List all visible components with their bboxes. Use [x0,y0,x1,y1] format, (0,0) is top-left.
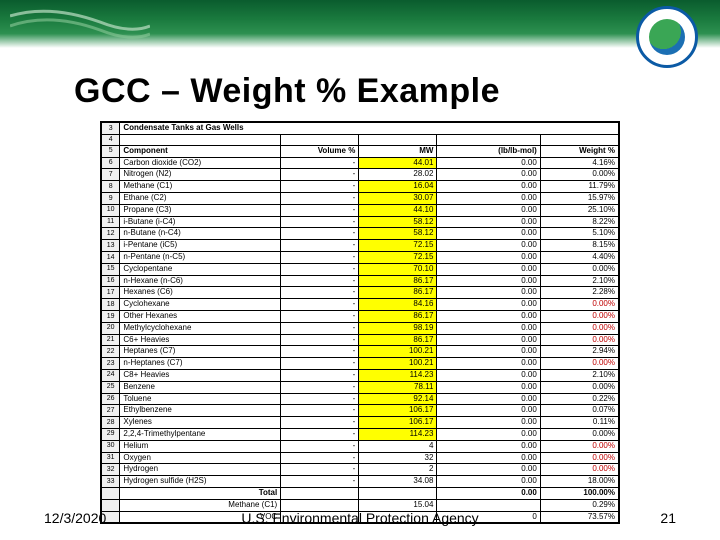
table-section-row: 3 Condensate Tanks at Gas Wells [102,123,619,135]
table-row: 13 i-Pentane (iC5) - 72.15 0.00 8.15% [102,240,619,252]
footer-date: 12/3/2020 [44,510,106,526]
table-blank-row: 4 [102,134,619,145]
table-row: 27 Ethylbenzene - 106.17 0.00 0.07% [102,405,619,417]
table-row: 9 Ethane (C2) - 30.07 0.00 15.97% [102,192,619,204]
table-row: 24 C8+ Heavies - 114.23 0.00 2.10% [102,369,619,381]
table-row: 14 n-Pentane (n-C5) - 72.15 0.00 4.40% [102,251,619,263]
table-row: 17 Hexanes (C6) - 86.17 0.00 2.28% [102,287,619,299]
table-row: 11 i-Butane (i-C4) - 58.12 0.00 8.22% [102,216,619,228]
table-row: 6 Carbon dioxide (CO2) - 44.01 0.00 4.16… [102,157,619,169]
table-row: 32 Hydrogen - 2 0.00 0.00% [102,464,619,476]
table-row: 16 n-Hexane (n-C6) - 86.17 0.00 2.10% [102,275,619,287]
slide-footer: 12/3/2020 U.S. Environmental Protection … [0,510,720,526]
table-row: 22 Heptanes (C7) - 100.21 0.00 2.94% [102,346,619,358]
table-row: 29 2,2,4-Trimethylpentane - 114.23 0.00 … [102,428,619,440]
epa-logo-globe-icon [649,19,685,55]
table-row: 25 Benzene - 78.11 0.00 0.00% [102,381,619,393]
table-header-row: 5 Component Volume % MW (lb/lb-mol) Weig… [102,145,619,157]
footer-org: U.S. Environmental Protection Agency [241,510,478,526]
footer-page-number: 21 [660,510,676,526]
table-total-row: Total0.00100.00% [102,487,619,499]
table-row: 30 Helium - 4 0.00 0.00% [102,440,619,452]
table-row: 12 n-Butane (n-C4) - 58.12 0.00 5.10% [102,228,619,240]
composition-table: 3 Condensate Tanks at Gas Wells 4 5 Comp… [100,121,620,524]
header-curve-graphic [10,4,150,44]
table-row: 26 Toluene - 92.14 0.00 0.22% [102,393,619,405]
table-row: 8 Methane (C1) - 16.04 0.00 11.79% [102,181,619,193]
slide-title: GCC – Weight % Example [74,72,720,111]
epa-logo [636,6,698,68]
table-row: 7 Nitrogen (N2) - 28.02 0.00 0.00% [102,169,619,181]
table-row: 31 Oxygen - 32 0.00 0.00% [102,452,619,464]
table-row: 10 Propane (C3) - 44.10 0.00 25.10% [102,204,619,216]
table-row: 20 Methylcyclohexane - 98.19 0.00 0.00% [102,322,619,334]
table-row: 19 Other Hexanes - 86.17 0.00 0.00% [102,310,619,322]
table-row: 18 Cyclohexane - 84.16 0.00 0.00% [102,299,619,311]
table-row: 23 n-Heptanes (C7) - 100.21 0.00 0.00% [102,358,619,370]
table-row: 15 Cyclopentane - 70.10 0.00 0.00% [102,263,619,275]
table-row: 21 C6+ Heavies - 86.17 0.00 0.00% [102,334,619,346]
table-row: 33 Hydrogen sulfide (H2S) - 34.08 0.00 1… [102,476,619,488]
table-row: 28 Xylenes - 106.17 0.00 0.11% [102,417,619,429]
header-banner [0,0,720,48]
